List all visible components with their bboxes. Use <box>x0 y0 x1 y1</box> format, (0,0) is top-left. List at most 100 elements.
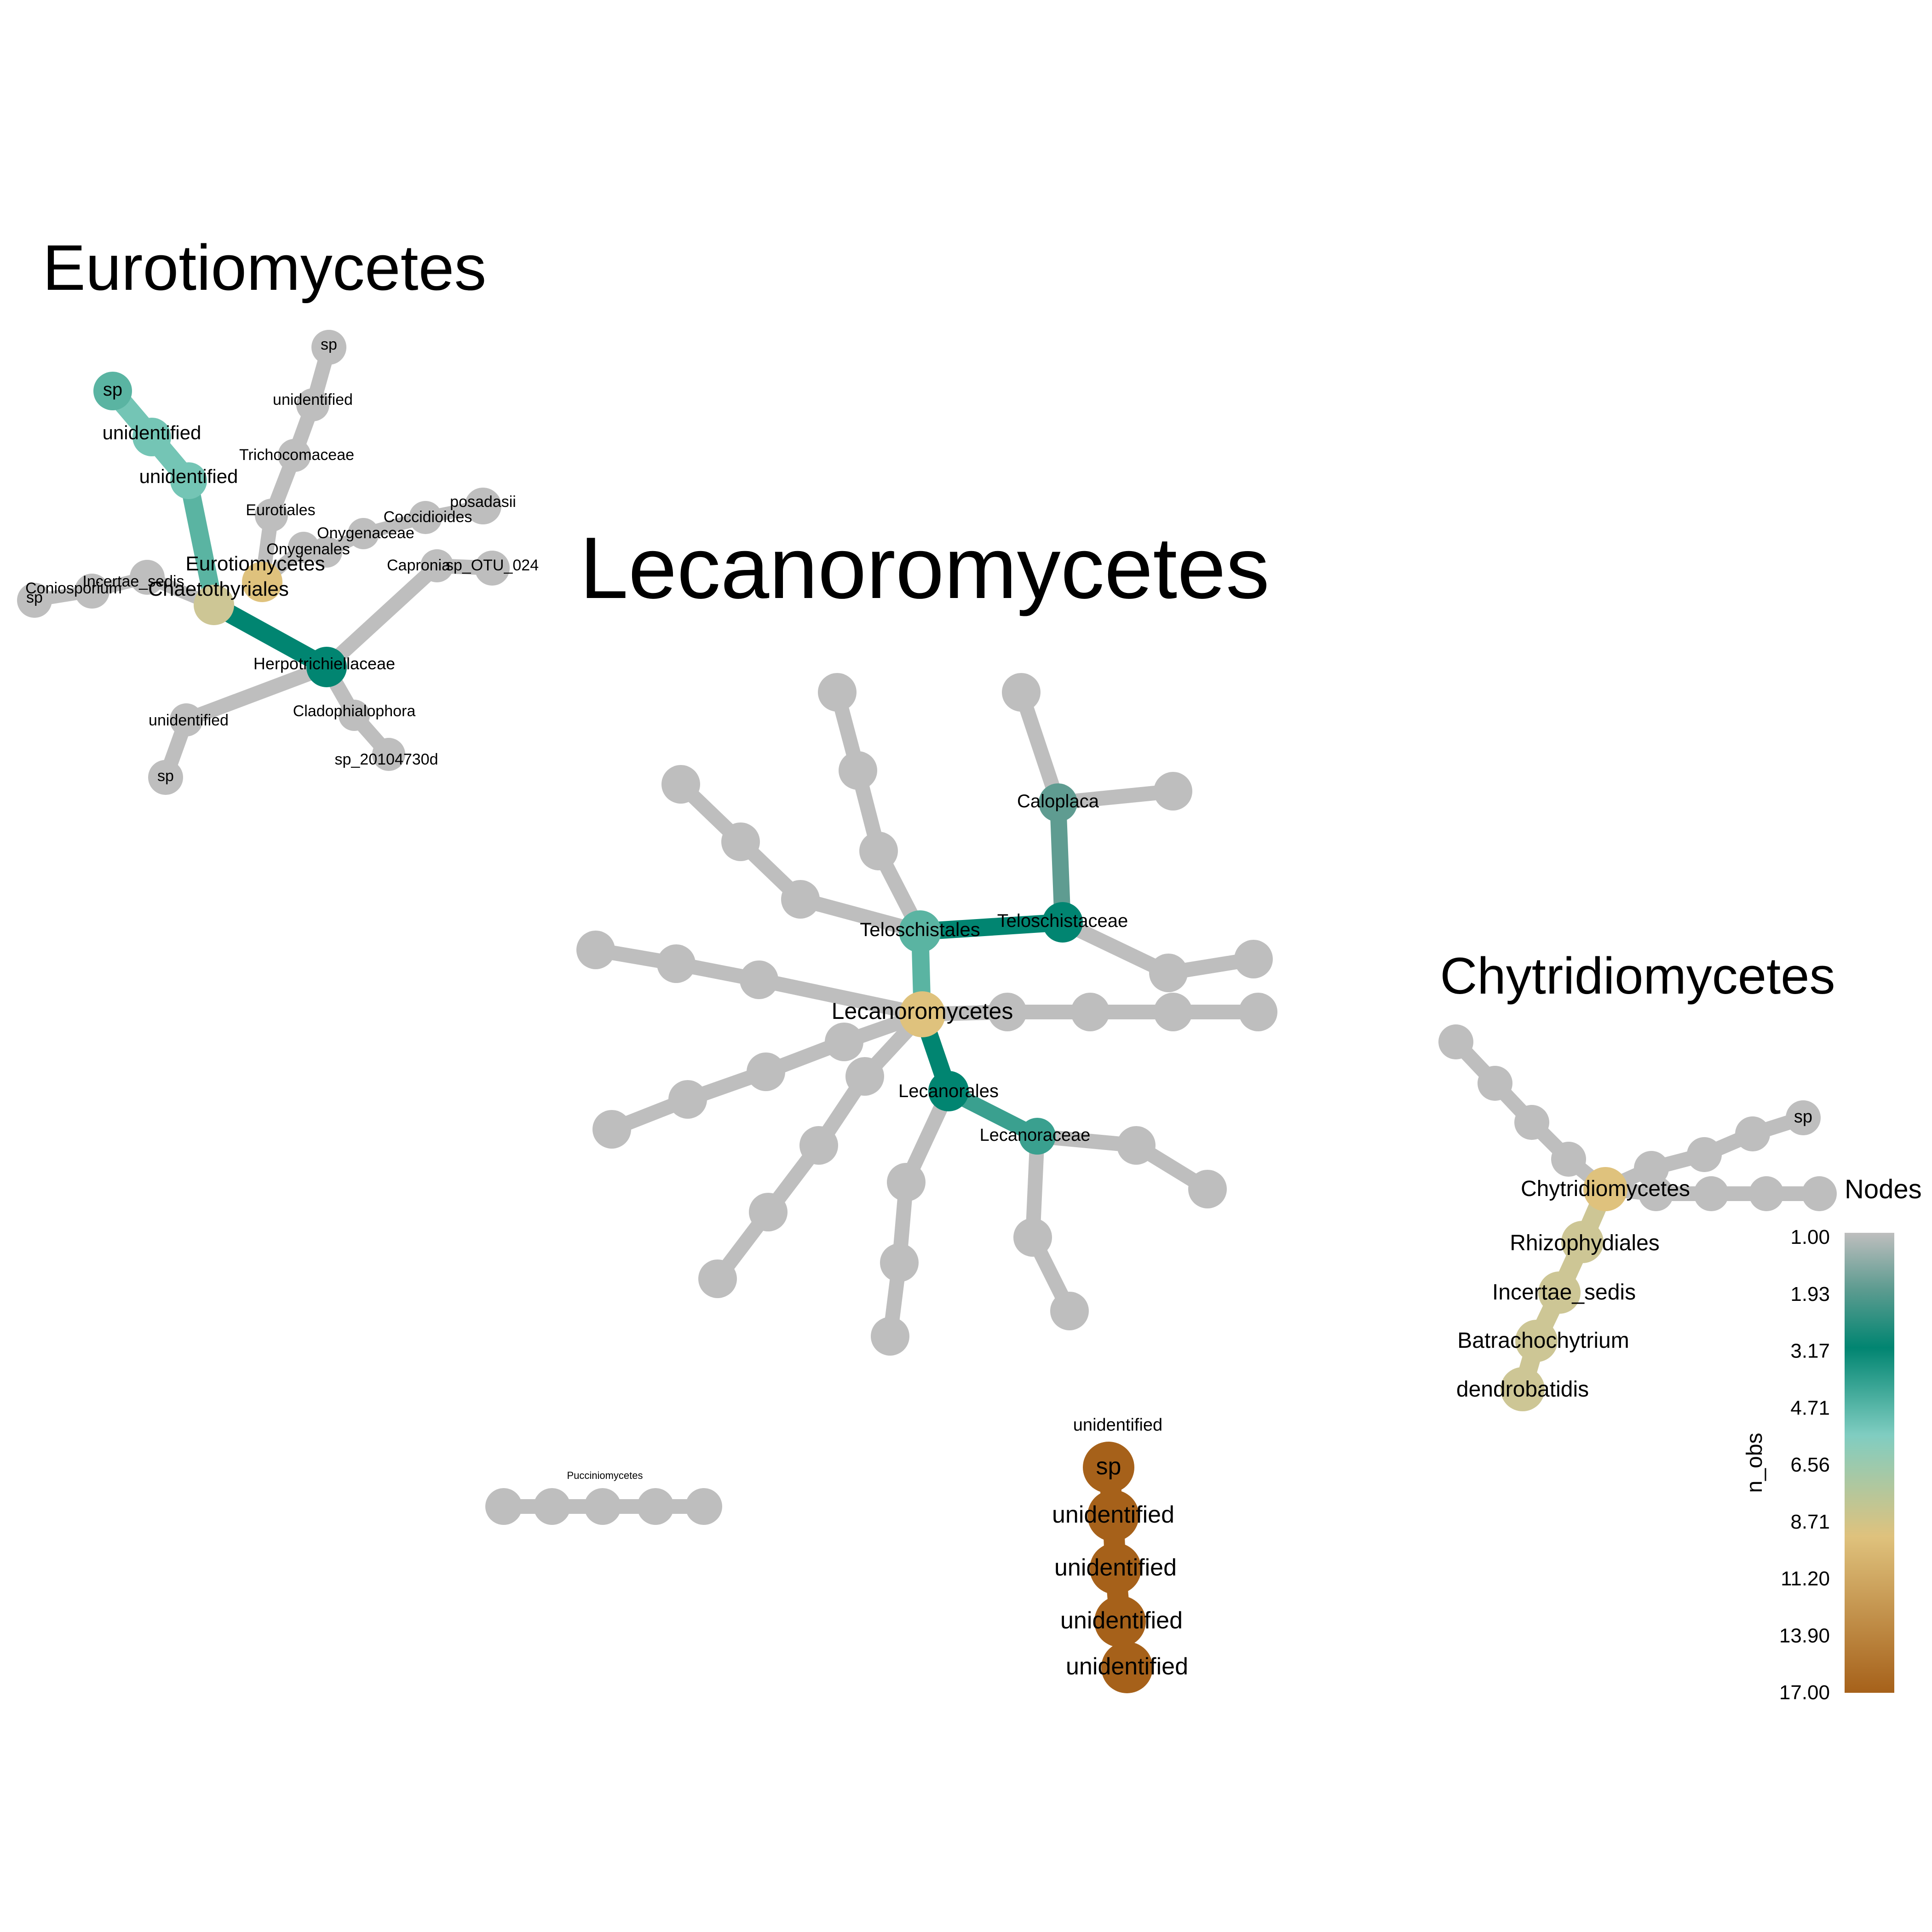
lecanoromycetes-node <box>1039 783 1077 822</box>
chytridiomycetes-node-label: Batrachochytrium <box>1457 1328 1629 1353</box>
unlabeled-node <box>1087 1490 1139 1541</box>
legend-tick-label: 1.00 <box>1790 1226 1830 1248</box>
chytridiomycetes-node <box>1583 1167 1627 1211</box>
chytridiomycetes-node <box>1501 1367 1545 1411</box>
pucciniomycetes-node <box>637 1488 674 1525</box>
eurotiomycetes-node-label: Eurotiales <box>246 501 315 519</box>
lecanoromycetes-edge <box>1014 685 1065 810</box>
pucciniomycetes-node <box>534 1488 570 1525</box>
eurotiomycetes-node <box>130 560 165 595</box>
eurotiomycetes-node <box>339 700 370 731</box>
lecanoromycetes-node-label: Caloplaca <box>1017 791 1099 811</box>
lecanoromycetes-node <box>749 1193 788 1231</box>
eurotiomycetes-node <box>75 574 109 609</box>
legend-tick-label: 1.93 <box>1790 1283 1830 1305</box>
chytridiomycetes-node <box>1561 1221 1604 1263</box>
lecanoromycetes-node <box>1002 673 1041 712</box>
lecanoromycetes-node <box>1117 1126 1156 1165</box>
chytridiomycetes-node <box>1515 1320 1558 1362</box>
lecanoromycetes-title: Lecanoromycetes <box>580 519 1270 617</box>
lecanoromycetes-node <box>818 673 857 712</box>
eurotiomycetes-node <box>278 439 311 472</box>
unlabeled-node-label: unidentified <box>1052 1501 1174 1528</box>
eurotiomycetes-edge <box>205 596 336 676</box>
lecanoromycetes-node <box>1154 993 1192 1031</box>
lecanoromycetes-node <box>1050 1292 1089 1330</box>
lecanoromycetes-node <box>899 991 945 1037</box>
tree-nodes <box>17 330 1837 1693</box>
legend-ticks: 1.00 1.93 3.17 4.71 6.56 8.71 11.20 13.90 17.00 <box>1779 1226 1830 1704</box>
lecanoromycetes-node <box>887 1163 926 1202</box>
eurotiomycetes-edge <box>319 558 444 674</box>
lecanoromycetes-node <box>747 1052 785 1091</box>
eurotiomycetes-node <box>148 760 183 795</box>
chytridiomycetes-node <box>1786 1100 1821 1135</box>
chytridiomycetes-node <box>1735 1116 1770 1151</box>
eurotiomycetes-node-label: sp_OTU_024 <box>446 557 539 574</box>
legend: Nodes 1.00 1.93 3.17 4.71 6.56 8.71 11.20 13.90… <box>1742 1174 1922 1704</box>
unlabeled-node-label: unidentified <box>1060 1607 1183 1634</box>
node-labels: sp unidentified unidentified unidentified sp… <box>25 336 1812 1680</box>
chytridiomycetes-node <box>1438 1024 1473 1059</box>
eurotiomycetes-node-label: unidentified <box>103 422 201 443</box>
lecanoromycetes-node <box>1154 772 1192 811</box>
chytridiomycetes-node-label: Chytridiomycetes <box>1521 1177 1690 1201</box>
chytridiomycetes-node-label: dendrobatidis <box>1456 1377 1589 1402</box>
eurotiomycetes-node-label: unidentified <box>149 712 229 729</box>
eurotiomycetes-node-label: Eurotiomycetes <box>185 552 325 575</box>
eurotiomycetes-node-label: unidentified <box>139 466 238 487</box>
unlabeled-node-label: sp <box>1096 1453 1121 1480</box>
lecanoromycetes-edge <box>752 972 930 1022</box>
eurotiomycetes-node <box>170 703 203 736</box>
eurotiomycetes-node <box>465 488 501 524</box>
legend-axis-title: n_obs <box>1742 1433 1767 1493</box>
eurotiomycetes-edge <box>179 472 223 614</box>
legend-tick-label: 17.00 <box>1779 1681 1830 1704</box>
eurotiomycetes-node-label: Herpotrichiellaceae <box>253 654 395 673</box>
eurotiomycetes-node-label: sp <box>26 589 43 606</box>
eurotiomycetes-node-label: Capronia <box>387 557 450 574</box>
lecanoromycetes-node <box>1234 940 1273 978</box>
lecanoromycetes-node <box>1019 1118 1056 1155</box>
eurotiomycetes-node <box>17 583 52 618</box>
lecanoromycetes-edge <box>911 914 1071 940</box>
eurotiomycetes-node-label: Onygenaceae <box>317 524 414 542</box>
lecanoromycetes-node <box>576 931 615 969</box>
eurotiomycetes-node <box>420 549 454 582</box>
eurotiomycetes-edge <box>179 660 334 727</box>
legend-tick-label: 3.17 <box>1790 1340 1830 1363</box>
unlabeled-node-label: unidentified <box>1073 1415 1162 1435</box>
lecanoromycetes-node <box>1239 993 1277 1031</box>
chytridiomycetes-node-label: Rhizophydiales <box>1510 1231 1660 1255</box>
eurotiomycetes-node-label: sp_20104730d <box>334 751 438 768</box>
lecanoromycetes-node <box>1188 1170 1227 1208</box>
chytridiomycetes-node <box>1639 1176 1673 1211</box>
lecanoromycetes-node <box>799 1126 838 1165</box>
chytridiomycetes-node-label: sp <box>1794 1107 1812 1127</box>
lecanoromycetes-node <box>859 832 898 870</box>
unlabeled-node-label: unidentified <box>1054 1554 1177 1581</box>
lecanoromycetes-node <box>1013 1218 1052 1257</box>
legend-tick-label: 11.20 <box>1781 1568 1830 1590</box>
eurotiomycetes-title: Eurotiomycetes <box>43 231 487 304</box>
eurotiomycetes-node <box>311 330 346 365</box>
chytridiomycetes-node-label: Incertae_sedis <box>1492 1280 1636 1305</box>
eurotiomycetes-node <box>255 499 288 532</box>
lecanoromycetes-node <box>871 1317 909 1356</box>
chytridiomycetes-node <box>1694 1176 1729 1211</box>
eurotiomycetes-node-label: Trichocomaceae <box>239 446 354 464</box>
eurotiomycetes-node <box>194 585 234 625</box>
lecanoromycetes-node <box>1149 954 1188 992</box>
eurotiomycetes-node-label: sp <box>103 380 122 400</box>
eurotiomycetes-node <box>132 418 171 456</box>
lecanoromycetes-node <box>740 960 778 999</box>
lecanoromycetes-node <box>988 993 1027 1031</box>
eurotiomycetes-node-label: Chaetothyriales <box>148 578 289 600</box>
eurotiomycetes-node <box>306 647 347 687</box>
pucciniomycetes-node <box>485 1488 522 1525</box>
chytridiomycetes-title: Chytridiomycetes <box>1440 947 1835 1005</box>
eurotiomycetes-node-label: posadasii <box>450 493 516 511</box>
eurotiomycetes-node <box>170 462 207 499</box>
pucciniomycetes-title: Pucciniomycetes <box>567 1470 643 1481</box>
